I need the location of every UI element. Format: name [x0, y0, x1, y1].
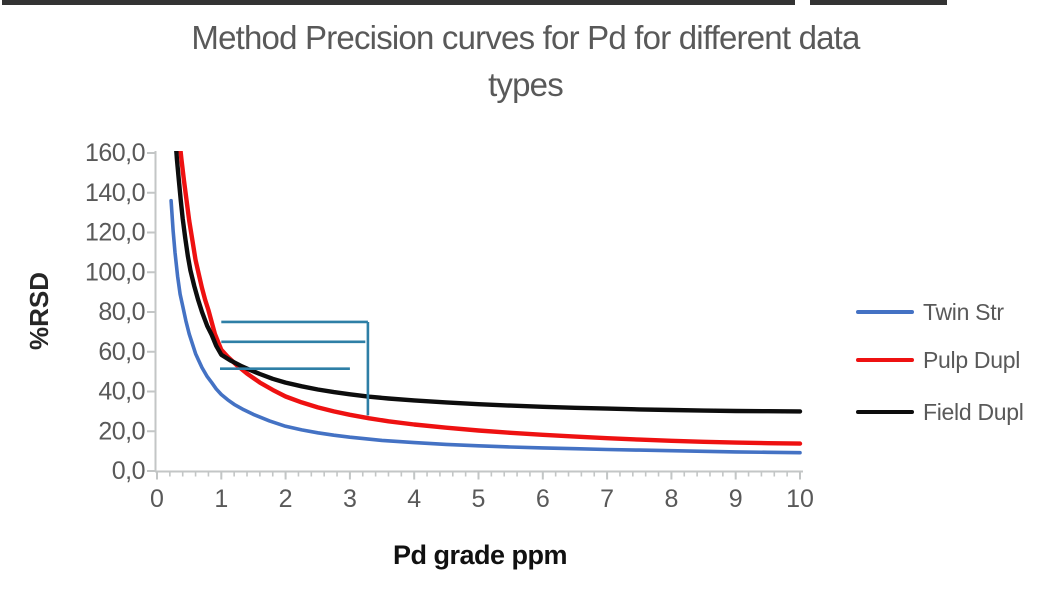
- y-tick-label: 120,0: [85, 219, 145, 247]
- legend-item-pulp-dupl: Pulp Dupl: [856, 345, 1020, 375]
- series-curves: [169, 151, 803, 455]
- chart-title: Method Precision curves for Pd for diffe…: [0, 14, 1051, 108]
- y-tick-label: 60,0: [98, 338, 145, 366]
- y-tick-label: 0,0: [112, 457, 145, 485]
- legend-label: Pulp Dupl: [923, 346, 1021, 373]
- x-tick-label: 6: [536, 485, 550, 513]
- x-tick-label: 1: [214, 485, 228, 513]
- y-tick-label: 160,0: [85, 139, 145, 167]
- legend-swatch-line: [856, 358, 914, 362]
- y-tick-label: 140,0: [85, 179, 145, 207]
- series-line-field-dupl: [174, 151, 803, 414]
- reference-lines: [220, 320, 370, 416]
- series-line-pulp-dupl: [178, 151, 803, 446]
- legend-swatch-line: [856, 310, 914, 314]
- cropped-content-remnant-segment: [2, 0, 795, 5]
- legend-label: Twin Str: [923, 298, 1004, 325]
- x-axis-title: Pd grade ppm: [393, 540, 567, 570]
- x-tick-label: 7: [600, 485, 614, 513]
- chart-title-line-1: Method Precision curves for Pd for diffe…: [191, 19, 860, 56]
- x-tick-label: 8: [664, 485, 678, 513]
- x-tick-label: 10: [786, 485, 814, 513]
- legend-swatch-line: [856, 410, 914, 414]
- x-tick-label: 3: [343, 485, 357, 513]
- y-tick-label: 40,0: [98, 378, 145, 406]
- y-tick-label: 80,0: [98, 298, 145, 326]
- x-tick-label: 9: [729, 485, 743, 513]
- y-axis-title: %RSD: [24, 272, 54, 350]
- legend-item-field-dupl: Field Dupl: [856, 397, 1024, 427]
- x-tick-label: 0: [150, 485, 164, 513]
- x-tick-label: 2: [279, 485, 293, 513]
- y-tick-label: 100,0: [85, 258, 145, 286]
- legend-item-twin-str: Twin Str: [856, 297, 1004, 327]
- y-axis-ticks: 0,0 20,0 40,0 60,0 80,0 100,0 120,0 140,0 160,0: [85, 139, 155, 485]
- cropped-content-remnant-segment: [810, 0, 947, 5]
- chart-title-line-2: types: [488, 66, 564, 103]
- legend-label: Field Dupl: [923, 398, 1024, 425]
- series-line-twin-str: [169, 198, 802, 455]
- y-tick-label: 20,0: [98, 417, 145, 445]
- x-axis-ticks: 0 1 2 3 4 5 6 7 8 9 10: [150, 471, 814, 513]
- x-tick-label: 4: [407, 485, 421, 513]
- x-tick-label: 5: [472, 485, 486, 513]
- axes: [154, 151, 803, 473]
